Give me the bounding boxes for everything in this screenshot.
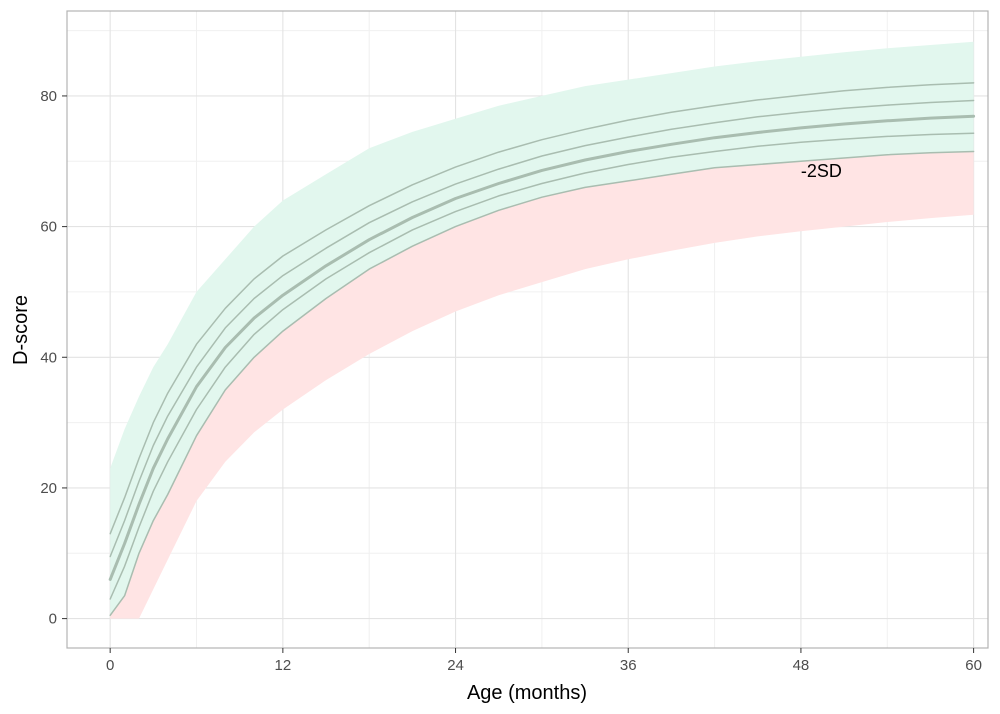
x-axis-title: Age (months) xyxy=(467,682,587,704)
x-tick-label: 0 xyxy=(106,657,114,674)
centile-line-3 xyxy=(108,114,976,581)
centile-line-2 xyxy=(109,132,975,600)
y-tick-label: 80 xyxy=(40,88,57,105)
x-tick-label: 48 xyxy=(793,657,810,674)
x-tick-label: 12 xyxy=(275,657,292,674)
y-tick-label: 20 xyxy=(40,480,57,497)
x-tick-label: 60 xyxy=(965,657,982,674)
centile-line-4 xyxy=(109,99,975,558)
band-green xyxy=(110,41,974,616)
reference-bands xyxy=(110,41,974,619)
y-tick-label: 40 xyxy=(40,349,57,366)
y-axis-ticks: 0 20 40 60 80 xyxy=(40,88,67,628)
y-tick-label: 0 xyxy=(49,611,57,628)
centile-line-5 xyxy=(109,82,975,535)
y-axis-title: D-score xyxy=(10,295,32,365)
x-tick-label: 36 xyxy=(620,657,637,674)
y-tick-label: 60 xyxy=(40,219,57,236)
band-red xyxy=(110,151,974,619)
centile-line-1 xyxy=(109,150,975,617)
centile-lines xyxy=(108,82,976,617)
plot-border xyxy=(66,10,989,649)
x-tick-label: 24 xyxy=(447,657,464,674)
x-axis-ticks: 0 12 24 36 48 60 xyxy=(106,648,982,674)
annotations: -2SD xyxy=(801,161,842,181)
annotation-label: -2SD xyxy=(801,161,842,181)
